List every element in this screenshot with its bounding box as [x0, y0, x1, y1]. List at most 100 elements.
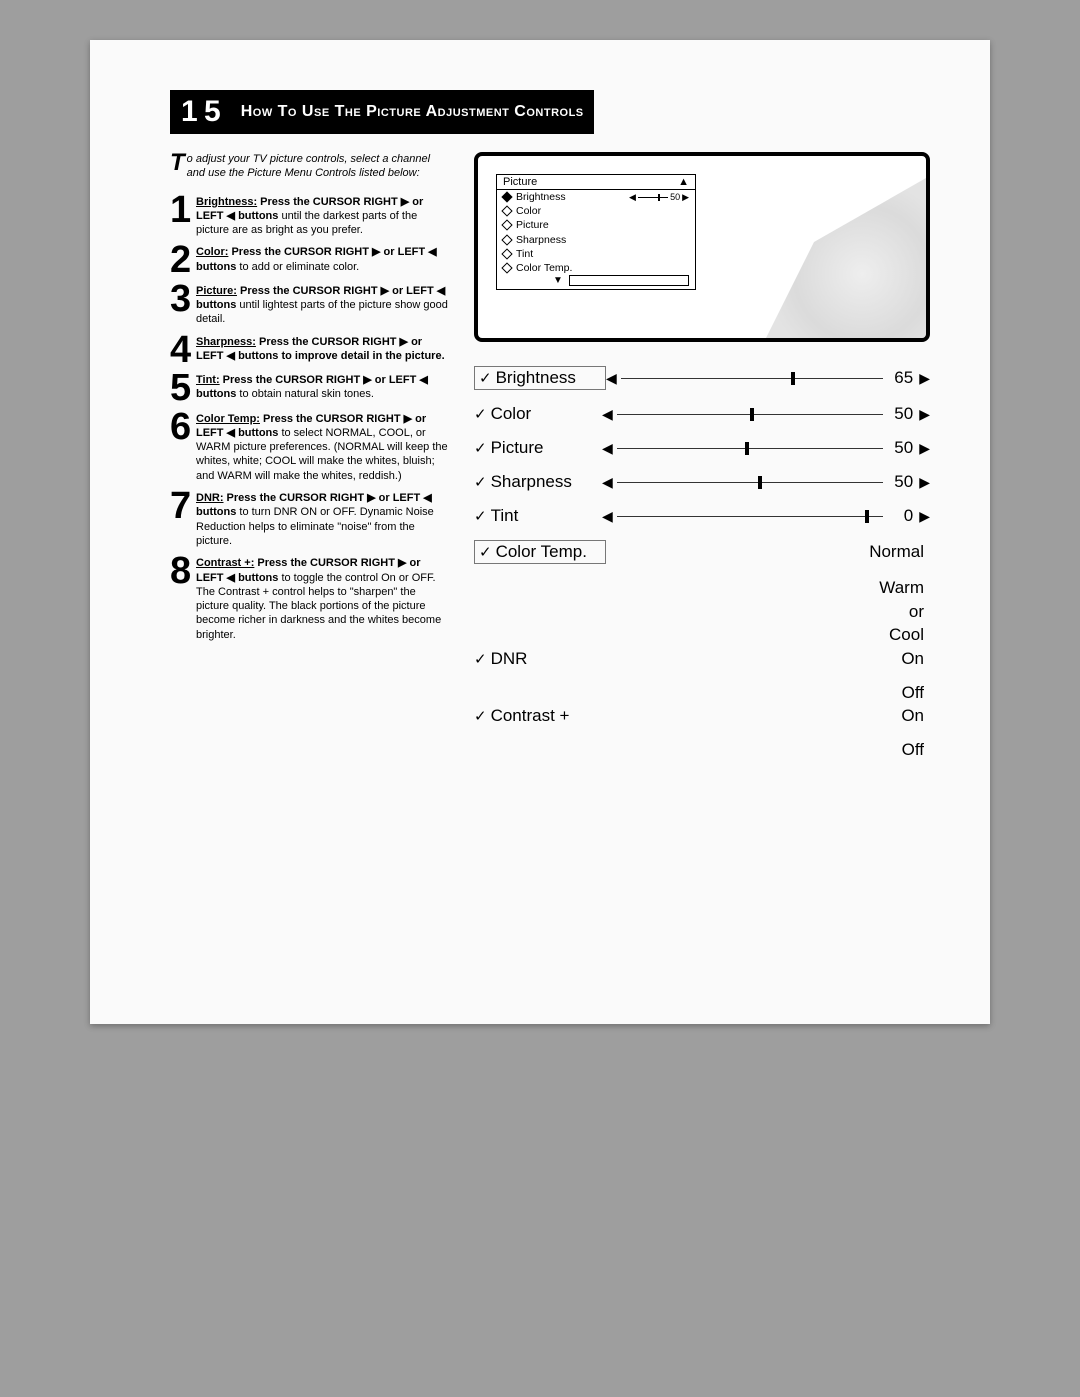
step-number: 1: [170, 195, 192, 225]
diamond-outline-icon: [501, 262, 512, 273]
adjustment-text-value: On: [602, 649, 930, 669]
step-text: Picture: Press the CURSOR RIGHT ▶ or LEF…: [196, 284, 450, 327]
step-text: Sharpness: Press the CURSOR RIGHT ▶ or L…: [196, 335, 450, 364]
manual-page: 1 5 How To Use The Picture Adjustment Co…: [90, 40, 990, 1024]
tv-menu-header: Picture ▲: [497, 175, 695, 190]
left-arrow-icon: ◀: [602, 508, 613, 525]
right-arrow-icon: ▶: [919, 370, 930, 387]
right-arrow-icon: ▶: [919, 440, 930, 457]
intro-dropcap: T: [170, 152, 185, 174]
tv-menu-selected-label: Brightness: [516, 190, 629, 204]
adjustment-value: 50: [887, 438, 913, 458]
adjustment-slider: ◀ 65 ▶: [606, 368, 930, 388]
adjustment-label: ✓DNR: [474, 649, 602, 669]
left-arrow-icon: ◀: [602, 406, 613, 423]
tv-screen-illustration: Picture ▲ Brightness ◀ 50 ▶ ColorPict: [474, 152, 930, 342]
tv-menu-item: Picture: [497, 218, 695, 232]
step-number: 4: [170, 335, 192, 365]
adjustment-slider: ◀ 50 ▶: [602, 438, 930, 458]
tv-menu-item: Tint: [497, 247, 695, 261]
check-icon: ✓: [474, 708, 487, 725]
content-columns: To adjust your TV picture controls, sele…: [170, 152, 930, 764]
tv-menu-blank-box: [569, 275, 689, 286]
tv-menu-selected-value: 50: [670, 191, 680, 203]
right-arrow-icon: ▶: [682, 191, 689, 203]
instruction-step: 5Tint: Press the CURSOR RIGHT ▶ or LEFT …: [170, 373, 450, 403]
adjustment-slider-row: ✓Color◀ 50 ▶: [474, 404, 930, 424]
instruction-step: 2Color: Press the CURSOR RIGHT ▶ or LEFT…: [170, 245, 450, 275]
step-text: Color Temp: Press the CURSOR RIGHT ▶ or …: [196, 412, 450, 483]
diamond-outline-icon: [501, 234, 512, 245]
right-arrow-icon: ▶: [919, 406, 930, 423]
tv-menu-item: Sharpness: [497, 233, 695, 247]
check-icon: ✓: [474, 474, 487, 491]
check-icon: ✓: [474, 651, 487, 668]
adjustment-sub-option: Off: [474, 683, 930, 703]
adjustment-text-value: Normal: [606, 542, 930, 562]
step-number: 8: [170, 556, 192, 586]
step-number: 2: [170, 245, 192, 275]
adjustment-slider: ◀ 50 ▶: [602, 472, 930, 492]
title-row: 1 5 How To Use The Picture Adjustment Co…: [170, 90, 930, 134]
adjustment-label: ✓Color: [474, 404, 602, 424]
left-arrow-icon: ◀: [606, 370, 617, 387]
step-text: Tint: Press the CURSOR RIGHT ▶ or LEFT ◀…: [196, 373, 450, 402]
down-arrow-icon: ▼: [553, 275, 563, 286]
tv-menu-mini-slider: ◀ 50 ▶: [629, 191, 689, 203]
adjustment-slider-row: ✓Picture◀ 50 ▶: [474, 438, 930, 458]
adjustment-label: ✓Sharpness: [474, 472, 602, 492]
instruction-step: 7DNR: Press the CURSOR RIGHT ▶ or LEFT ◀…: [170, 491, 450, 548]
instruction-step: 3Picture: Press the CURSOR RIGHT ▶ or LE…: [170, 284, 450, 327]
adjustment-sub-option: or: [474, 602, 930, 622]
tv-menu-title: Picture: [503, 176, 537, 188]
step-text: Brightness: Press the CURSOR RIGHT ▶ or …: [196, 195, 450, 238]
instruction-step: 6Color Temp: Press the CURSOR RIGHT ▶ or…: [170, 412, 450, 483]
diamond-outline-icon: [501, 220, 512, 231]
adjustment-sub-option: Warm: [474, 578, 930, 598]
instruction-step: 1Brightness: Press the CURSOR RIGHT ▶ or…: [170, 195, 450, 238]
left-arrow-icon: ◀: [602, 474, 613, 491]
step-text: Color: Press the CURSOR RIGHT ▶ or LEFT …: [196, 245, 450, 274]
step-number: 3: [170, 284, 192, 314]
intro-text: o adjust your TV picture controls, selec…: [187, 153, 430, 179]
adjustment-slider: ◀ 50 ▶: [602, 404, 930, 424]
check-icon: ✓: [474, 406, 487, 423]
step-number: 5: [170, 373, 192, 403]
page-title: How To Use The Picture Adjustment Contro…: [231, 90, 594, 134]
adjustment-text-value: On: [602, 706, 930, 726]
left-arrow-icon: ◀: [629, 191, 636, 203]
adjustment-slider: ◀ 0 ▶: [602, 506, 930, 526]
adjustment-slider-row: ✓Brightness◀ 65 ▶: [474, 366, 930, 390]
adjustment-value: 0: [887, 506, 913, 526]
left-arrow-icon: ◀: [602, 440, 613, 457]
tv-background-shape: [766, 178, 926, 338]
tv-osd-menu: Picture ▲ Brightness ◀ 50 ▶ ColorPict: [496, 174, 696, 290]
step-text: Contrast +: Press the CURSOR RIGHT ▶ or …: [196, 556, 450, 642]
adjustment-value: 50: [887, 404, 913, 424]
adjustment-label: ✓Contrast +: [474, 706, 602, 726]
adjustment-text-row: ✓DNROn: [474, 649, 930, 669]
check-icon: ✓: [479, 544, 492, 561]
step-number: 7: [170, 491, 192, 521]
diamond-outline-icon: [501, 206, 512, 217]
intro-paragraph: To adjust your TV picture controls, sele…: [170, 152, 450, 181]
adjustment-text-row: ✓Color Temp.Normal: [474, 540, 930, 564]
adjustment-label: ✓Picture: [474, 438, 602, 458]
right-arrow-icon: ▶: [919, 508, 930, 525]
adjustment-value: 50: [887, 472, 913, 492]
step-text: DNR: Press the CURSOR RIGHT ▶ or LEFT ◀ …: [196, 491, 450, 548]
tv-menu-item: Color Temp.: [497, 261, 695, 275]
adjustment-sub-option: Off: [474, 740, 930, 760]
tv-menu-selected-row: Brightness ◀ 50 ▶: [497, 190, 695, 204]
right-arrow-icon: ▶: [919, 474, 930, 491]
adjustment-label: ✓Tint: [474, 506, 602, 526]
up-arrow-icon: ▲: [678, 176, 689, 188]
check-icon: ✓: [474, 508, 487, 525]
diamond-outline-icon: [501, 248, 512, 259]
check-icon: ✓: [474, 440, 487, 457]
adjustment-slider-row: ✓Tint◀ 0 ▶: [474, 506, 930, 526]
adjustment-value: 65: [887, 368, 913, 388]
adjustment-label: ✓Brightness: [474, 366, 606, 390]
tv-menu-item: Color: [497, 204, 695, 218]
adjustment-slider-row: ✓Sharpness◀ 50 ▶: [474, 472, 930, 492]
